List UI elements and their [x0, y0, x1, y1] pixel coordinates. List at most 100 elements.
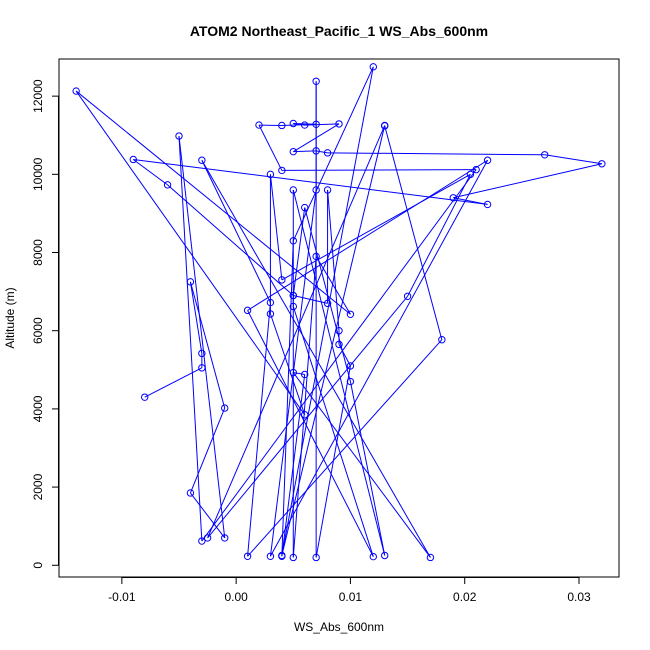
data-point — [598, 160, 606, 168]
data-point — [198, 364, 206, 372]
data-point — [312, 147, 320, 155]
data-point — [243, 306, 252, 315]
series-segment — [292, 306, 374, 557]
data-point — [278, 166, 286, 175]
series-segment — [269, 174, 283, 280]
data-point — [278, 121, 286, 130]
data-point — [301, 411, 309, 419]
series-segment — [338, 344, 351, 367]
data-point — [323, 149, 332, 157]
data-point — [266, 170, 275, 179]
series-segment — [293, 372, 305, 375]
y-tick-label: 0 — [31, 562, 45, 569]
series-segment — [292, 189, 386, 556]
series-segment — [281, 173, 471, 281]
series-segment — [132, 159, 168, 186]
series-segment — [292, 372, 431, 558]
series-segment — [293, 150, 317, 153]
data-point — [381, 122, 389, 130]
series-segment — [304, 123, 340, 126]
x-tick-label: 0.00 — [224, 590, 248, 604]
data-point — [483, 156, 492, 164]
series-segment — [316, 150, 328, 154]
data-point — [541, 151, 549, 159]
series-segment — [349, 381, 386, 556]
y-tick-label: 10000 — [31, 157, 45, 191]
series-segment — [247, 302, 271, 557]
y-axis: 0 2000 4000 6000 8000 10000 12000 — [31, 79, 59, 569]
data-point — [289, 237, 297, 245]
series-segment — [281, 125, 386, 556]
data-point — [335, 120, 343, 128]
series-segment — [167, 184, 294, 296]
data-point — [243, 552, 252, 560]
data-point — [289, 368, 297, 377]
data-point — [312, 252, 320, 261]
data-point — [335, 340, 343, 349]
data-point — [255, 121, 263, 129]
y-tick-label: 12000 — [31, 79, 45, 113]
data-point — [141, 393, 149, 401]
data-point — [438, 335, 446, 344]
data-point — [369, 63, 377, 71]
y-axis-label: Altitude (m) — [3, 287, 17, 348]
series-segment — [201, 160, 271, 303]
data-point — [289, 291, 297, 300]
data-point — [426, 553, 435, 562]
series-segment — [189, 281, 203, 354]
data-point — [312, 553, 320, 562]
y-tick-label: 4000 — [31, 395, 45, 422]
series-segment — [190, 492, 226, 539]
series-segment — [269, 313, 306, 415]
chart-title: ATOM2 Northeast_Pacific_1 WS_Abs_600nm — [190, 23, 488, 39]
series-segment — [315, 256, 351, 315]
series-segment — [201, 160, 431, 558]
data-point — [323, 299, 332, 308]
series-segment — [207, 125, 386, 539]
data-point — [175, 132, 183, 140]
data-point — [289, 553, 297, 562]
data-point — [129, 155, 137, 164]
data-point — [323, 186, 332, 194]
series-lines — [75, 66, 602, 558]
data-point — [72, 87, 80, 95]
series-segment — [293, 123, 305, 126]
data-point — [312, 120, 320, 128]
data-point — [483, 200, 492, 209]
series-segment — [315, 365, 351, 558]
series-segment — [453, 163, 602, 199]
series-points — [72, 63, 606, 562]
data-point — [203, 534, 212, 542]
series-segment — [327, 189, 340, 331]
series-segment — [281, 66, 374, 556]
series-segment — [75, 90, 351, 315]
data-point — [289, 147, 297, 156]
data-point — [278, 552, 286, 560]
series-segment — [75, 90, 306, 416]
x-tick-label: -0.01 — [108, 590, 136, 604]
series-segment — [544, 154, 602, 165]
data-point — [198, 349, 206, 358]
series-segment — [201, 169, 477, 542]
data-point — [186, 489, 195, 497]
data-point — [289, 186, 297, 194]
data-point — [289, 302, 297, 311]
data-point — [221, 534, 229, 542]
data-point — [312, 77, 320, 85]
data-point — [346, 310, 355, 318]
y-tick-label: 2000 — [31, 473, 45, 500]
data-point — [278, 276, 286, 284]
data-point — [163, 181, 172, 189]
data-point — [301, 203, 309, 212]
series-segment — [407, 174, 471, 297]
data-point — [198, 537, 206, 545]
y-tick-label: 8000 — [31, 239, 45, 266]
data-point — [266, 310, 275, 318]
data-point — [266, 552, 275, 560]
series-segment — [327, 152, 545, 156]
x-tick-label: 0.02 — [453, 590, 477, 604]
series-segment — [178, 135, 226, 538]
series-segment — [281, 374, 306, 557]
data-point — [301, 121, 309, 129]
